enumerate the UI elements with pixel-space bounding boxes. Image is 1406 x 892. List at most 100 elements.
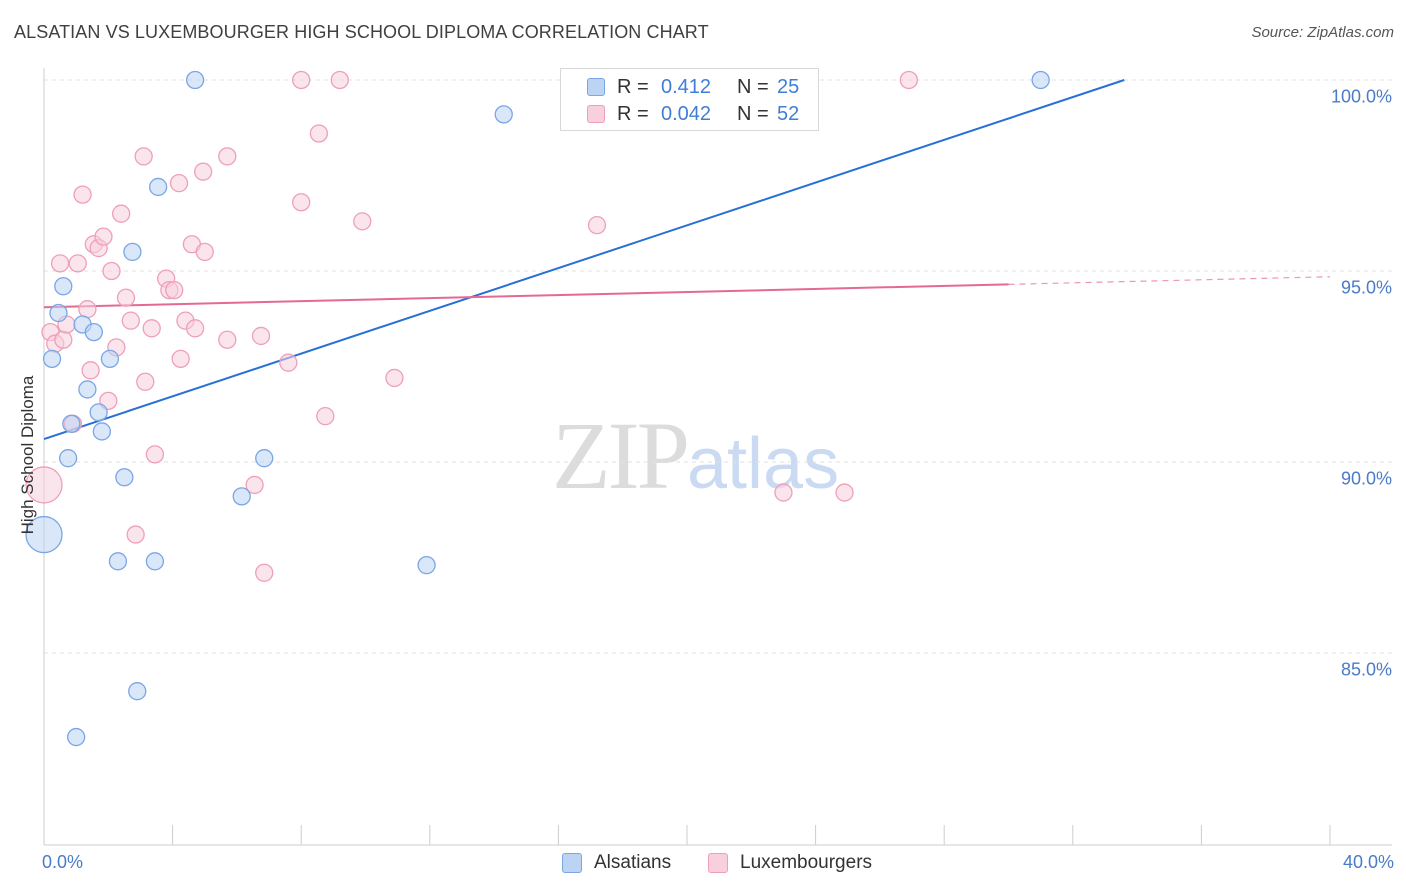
data-point-luxembourgers <box>353 212 372 231</box>
chart-source: Source: ZipAtlas.com <box>1251 24 1394 41</box>
alsatians-legend-label: Alsatians <box>594 852 672 873</box>
luxembourgers-n-value: 52 <box>777 102 800 125</box>
alsatians-legend-swatch <box>562 853 582 873</box>
legend-row-alsatians: R = 0.412 N = 25 <box>587 75 799 99</box>
stats-legend: R = 0.412 N = 25 R = 0.042 N = 52 <box>560 68 819 131</box>
data-point-luxembourgers <box>54 330 73 349</box>
r-label: R = <box>617 75 649 98</box>
data-points <box>25 70 1050 747</box>
data-point-alsatians <box>115 468 134 487</box>
chart-title: ALSATIAN VS LUXEMBOURGER HIGH SCHOOL DIP… <box>14 22 709 42</box>
data-point-alsatians <box>417 555 436 575</box>
data-point-luxembourgers <box>25 466 63 504</box>
luxembourgers-swatch <box>587 105 605 123</box>
y-tick-label-85: 85.0% <box>1340 659 1392 680</box>
data-point-luxembourgers <box>134 147 153 166</box>
luxembourgers-legend-label: Luxembourgers <box>740 852 873 873</box>
data-point-luxembourgers <box>774 483 793 502</box>
data-point-alsatians <box>58 449 78 468</box>
data-point-luxembourgers <box>292 70 311 90</box>
data-point-alsatians <box>255 449 274 468</box>
y-tick-label-95: 95.0% <box>1340 277 1392 298</box>
data-point-luxembourgers <box>218 330 237 349</box>
alsatians-swatch <box>587 78 605 96</box>
data-point-alsatians <box>84 322 103 342</box>
data-point-luxembourgers <box>385 368 404 388</box>
data-point-alsatians <box>123 242 142 262</box>
data-point-luxembourgers <box>309 124 329 143</box>
watermark-zip: ZIP <box>552 402 690 509</box>
data-point-luxembourgers <box>899 70 918 90</box>
data-point-luxembourgers <box>218 147 237 166</box>
x-tick-label-max: 40.0% <box>1342 852 1394 872</box>
trend-line-luxembourgers <box>43 283 1009 309</box>
data-point-luxembourgers <box>165 280 184 300</box>
alsatians-r-value: 0.412 <box>661 75 712 98</box>
data-point-luxembourgers <box>835 483 854 502</box>
data-point-alsatians <box>145 552 165 571</box>
data-point-alsatians <box>185 70 205 90</box>
data-point-luxembourgers <box>193 162 213 181</box>
legend-item-luxembourgers: Luxembourgers <box>708 852 872 874</box>
data-point-alsatians <box>25 515 63 554</box>
luxembourgers-legend-swatch <box>708 853 728 873</box>
data-point-alsatians <box>494 105 513 124</box>
data-point-luxembourgers <box>251 326 271 346</box>
data-point-alsatians <box>62 414 81 433</box>
watermark-atlas: atlas <box>687 424 840 504</box>
legend-row-luxembourgers: R = 0.042 N = 52 <box>587 102 799 126</box>
data-point-luxembourgers <box>121 311 140 330</box>
x-tick-label-min: 0.0% <box>42 852 84 872</box>
trend-lines <box>43 79 1331 441</box>
data-point-alsatians <box>232 487 251 506</box>
r-label: R = <box>617 102 649 125</box>
data-point-alsatians <box>89 403 108 422</box>
luxembourgers-r-value: 0.042 <box>661 102 712 125</box>
data-point-luxembourgers <box>330 70 349 90</box>
data-point-alsatians <box>128 682 147 701</box>
data-point-luxembourgers <box>50 254 70 273</box>
data-point-luxembourgers <box>116 288 136 307</box>
data-point-alsatians <box>78 380 97 399</box>
n-label: N = <box>737 102 769 125</box>
data-point-luxembourgers <box>169 173 189 193</box>
n-label: N = <box>737 75 769 98</box>
trend-line-extension-luxembourgers <box>1008 276 1331 285</box>
data-point-alsatians <box>1031 70 1050 90</box>
data-point-luxembourgers <box>587 216 607 235</box>
data-point-alsatians <box>67 727 86 747</box>
alsatians-n-value: 25 <box>777 75 800 98</box>
y-tick-label-90: 90.0% <box>1340 468 1392 489</box>
data-point-luxembourgers <box>292 193 311 212</box>
data-point-luxembourgers <box>78 300 97 319</box>
data-point-luxembourgers <box>316 407 335 426</box>
data-point-alsatians <box>148 177 168 197</box>
data-point-alsatians <box>92 422 112 441</box>
trend-line-alsatians <box>43 79 1125 441</box>
data-point-luxembourgers <box>126 525 145 544</box>
data-point-luxembourgers <box>102 261 121 281</box>
data-point-luxembourgers <box>245 475 264 495</box>
data-point-luxembourgers <box>136 372 155 391</box>
y-axis-label: High School Diploma <box>18 375 37 535</box>
legend-item-alsatians: Alsatians <box>562 852 671 874</box>
watermark: ZIPatlas <box>552 400 839 511</box>
data-point-alsatians <box>42 349 62 369</box>
y-tick-label-100: 100.0% <box>1330 86 1392 107</box>
data-point-luxembourgers <box>81 361 100 380</box>
data-point-luxembourgers <box>185 319 205 338</box>
data-point-alsatians <box>49 303 68 323</box>
data-point-luxembourgers <box>171 349 190 369</box>
axes <box>43 68 1392 846</box>
data-point-alsatians <box>100 349 120 369</box>
data-point-luxembourgers <box>142 319 161 338</box>
data-point-alsatians <box>54 277 73 296</box>
data-point-luxembourgers <box>279 353 298 372</box>
data-point-luxembourgers <box>73 185 92 204</box>
data-point-luxembourgers <box>68 254 87 273</box>
data-point-luxembourgers <box>112 204 131 223</box>
data-point-luxembourgers <box>255 563 274 582</box>
gridlines <box>44 79 1392 654</box>
data-point-luxembourgers <box>195 242 214 262</box>
